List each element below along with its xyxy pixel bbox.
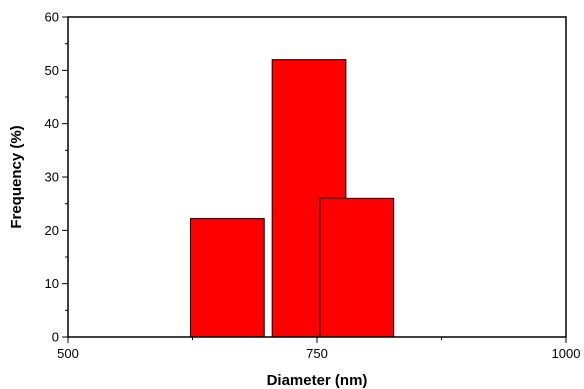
- x-axis-ticks: 500 750 1000: [57, 337, 580, 361]
- x-axis-title: Diameter (nm): [267, 372, 368, 389]
- bar-1: [190, 218, 265, 338]
- y-tick-label: 40: [45, 116, 59, 131]
- y-tick-label: 10: [45, 276, 59, 291]
- y-tick-label: 50: [45, 63, 59, 78]
- y-tick-label: 30: [45, 170, 59, 185]
- x-tick-label: 500: [57, 346, 79, 361]
- y-axis-ticks: 0 10 20 30 40 50 60: [45, 10, 68, 345]
- y-axis-title: Frequency (%): [8, 125, 25, 228]
- y-tick-label: 0: [52, 330, 59, 345]
- y-tick-label: 20: [45, 223, 59, 238]
- bar-3: [319, 197, 395, 338]
- x-tick-label: 750: [306, 346, 328, 361]
- x-tick-label: 1000: [552, 346, 581, 361]
- bars-layer: [190, 59, 395, 338]
- y-tick-label: 60: [45, 10, 59, 25]
